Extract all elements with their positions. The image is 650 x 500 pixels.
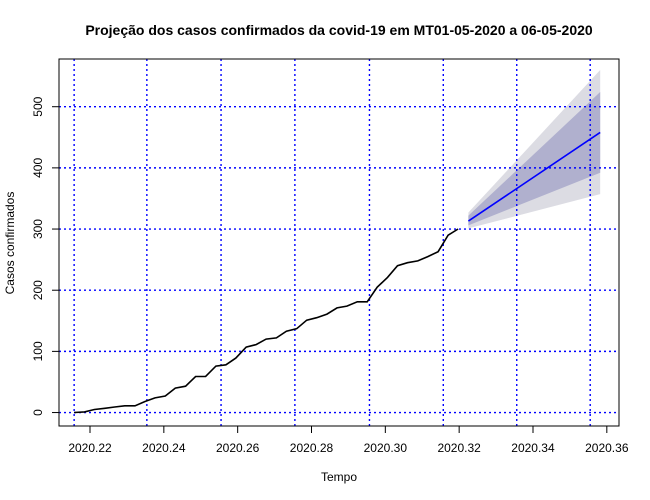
grid-lines bbox=[59, 59, 619, 426]
chart-title: Projeção dos casos confirmados da covid-… bbox=[85, 22, 593, 38]
x-tick-label: 2020.22 bbox=[68, 441, 112, 455]
y-tick-label: 100 bbox=[31, 341, 45, 361]
y-axis-label: Casos confirmados bbox=[3, 192, 17, 295]
x-tick-label: 2020.30 bbox=[364, 441, 408, 455]
y-tick-label: 200 bbox=[31, 280, 45, 300]
y-tick-label: 300 bbox=[31, 219, 45, 239]
y-tick-label: 400 bbox=[31, 158, 45, 178]
ci80-band bbox=[468, 92, 601, 226]
y-axis: 0 100 200 300 400 500 bbox=[31, 96, 60, 416]
plot-frame bbox=[58, 58, 620, 427]
data-series bbox=[74, 131, 601, 414]
y-tick-label: 0 bbox=[31, 409, 45, 416]
x-tick-label: 2020.34 bbox=[511, 441, 555, 455]
x-tick-label: 2020.32 bbox=[437, 441, 481, 455]
x-tick-label: 2020.28 bbox=[290, 441, 334, 455]
x-tick-label: 2020.24 bbox=[142, 441, 186, 455]
x-axis-label: Tempo bbox=[321, 470, 357, 484]
x-tick-label: 2020.36 bbox=[585, 441, 629, 455]
x-axis: 2020.22 2020.24 2020.26 2020.28 2020.30 2020.… bbox=[68, 425, 629, 455]
observed-cases-line bbox=[74, 228, 459, 414]
y-tick-label: 500 bbox=[31, 96, 45, 116]
confidence-bands bbox=[468, 70, 601, 229]
x-tick-label: 2020.26 bbox=[216, 441, 260, 455]
forecast-mean-line bbox=[467, 131, 601, 222]
